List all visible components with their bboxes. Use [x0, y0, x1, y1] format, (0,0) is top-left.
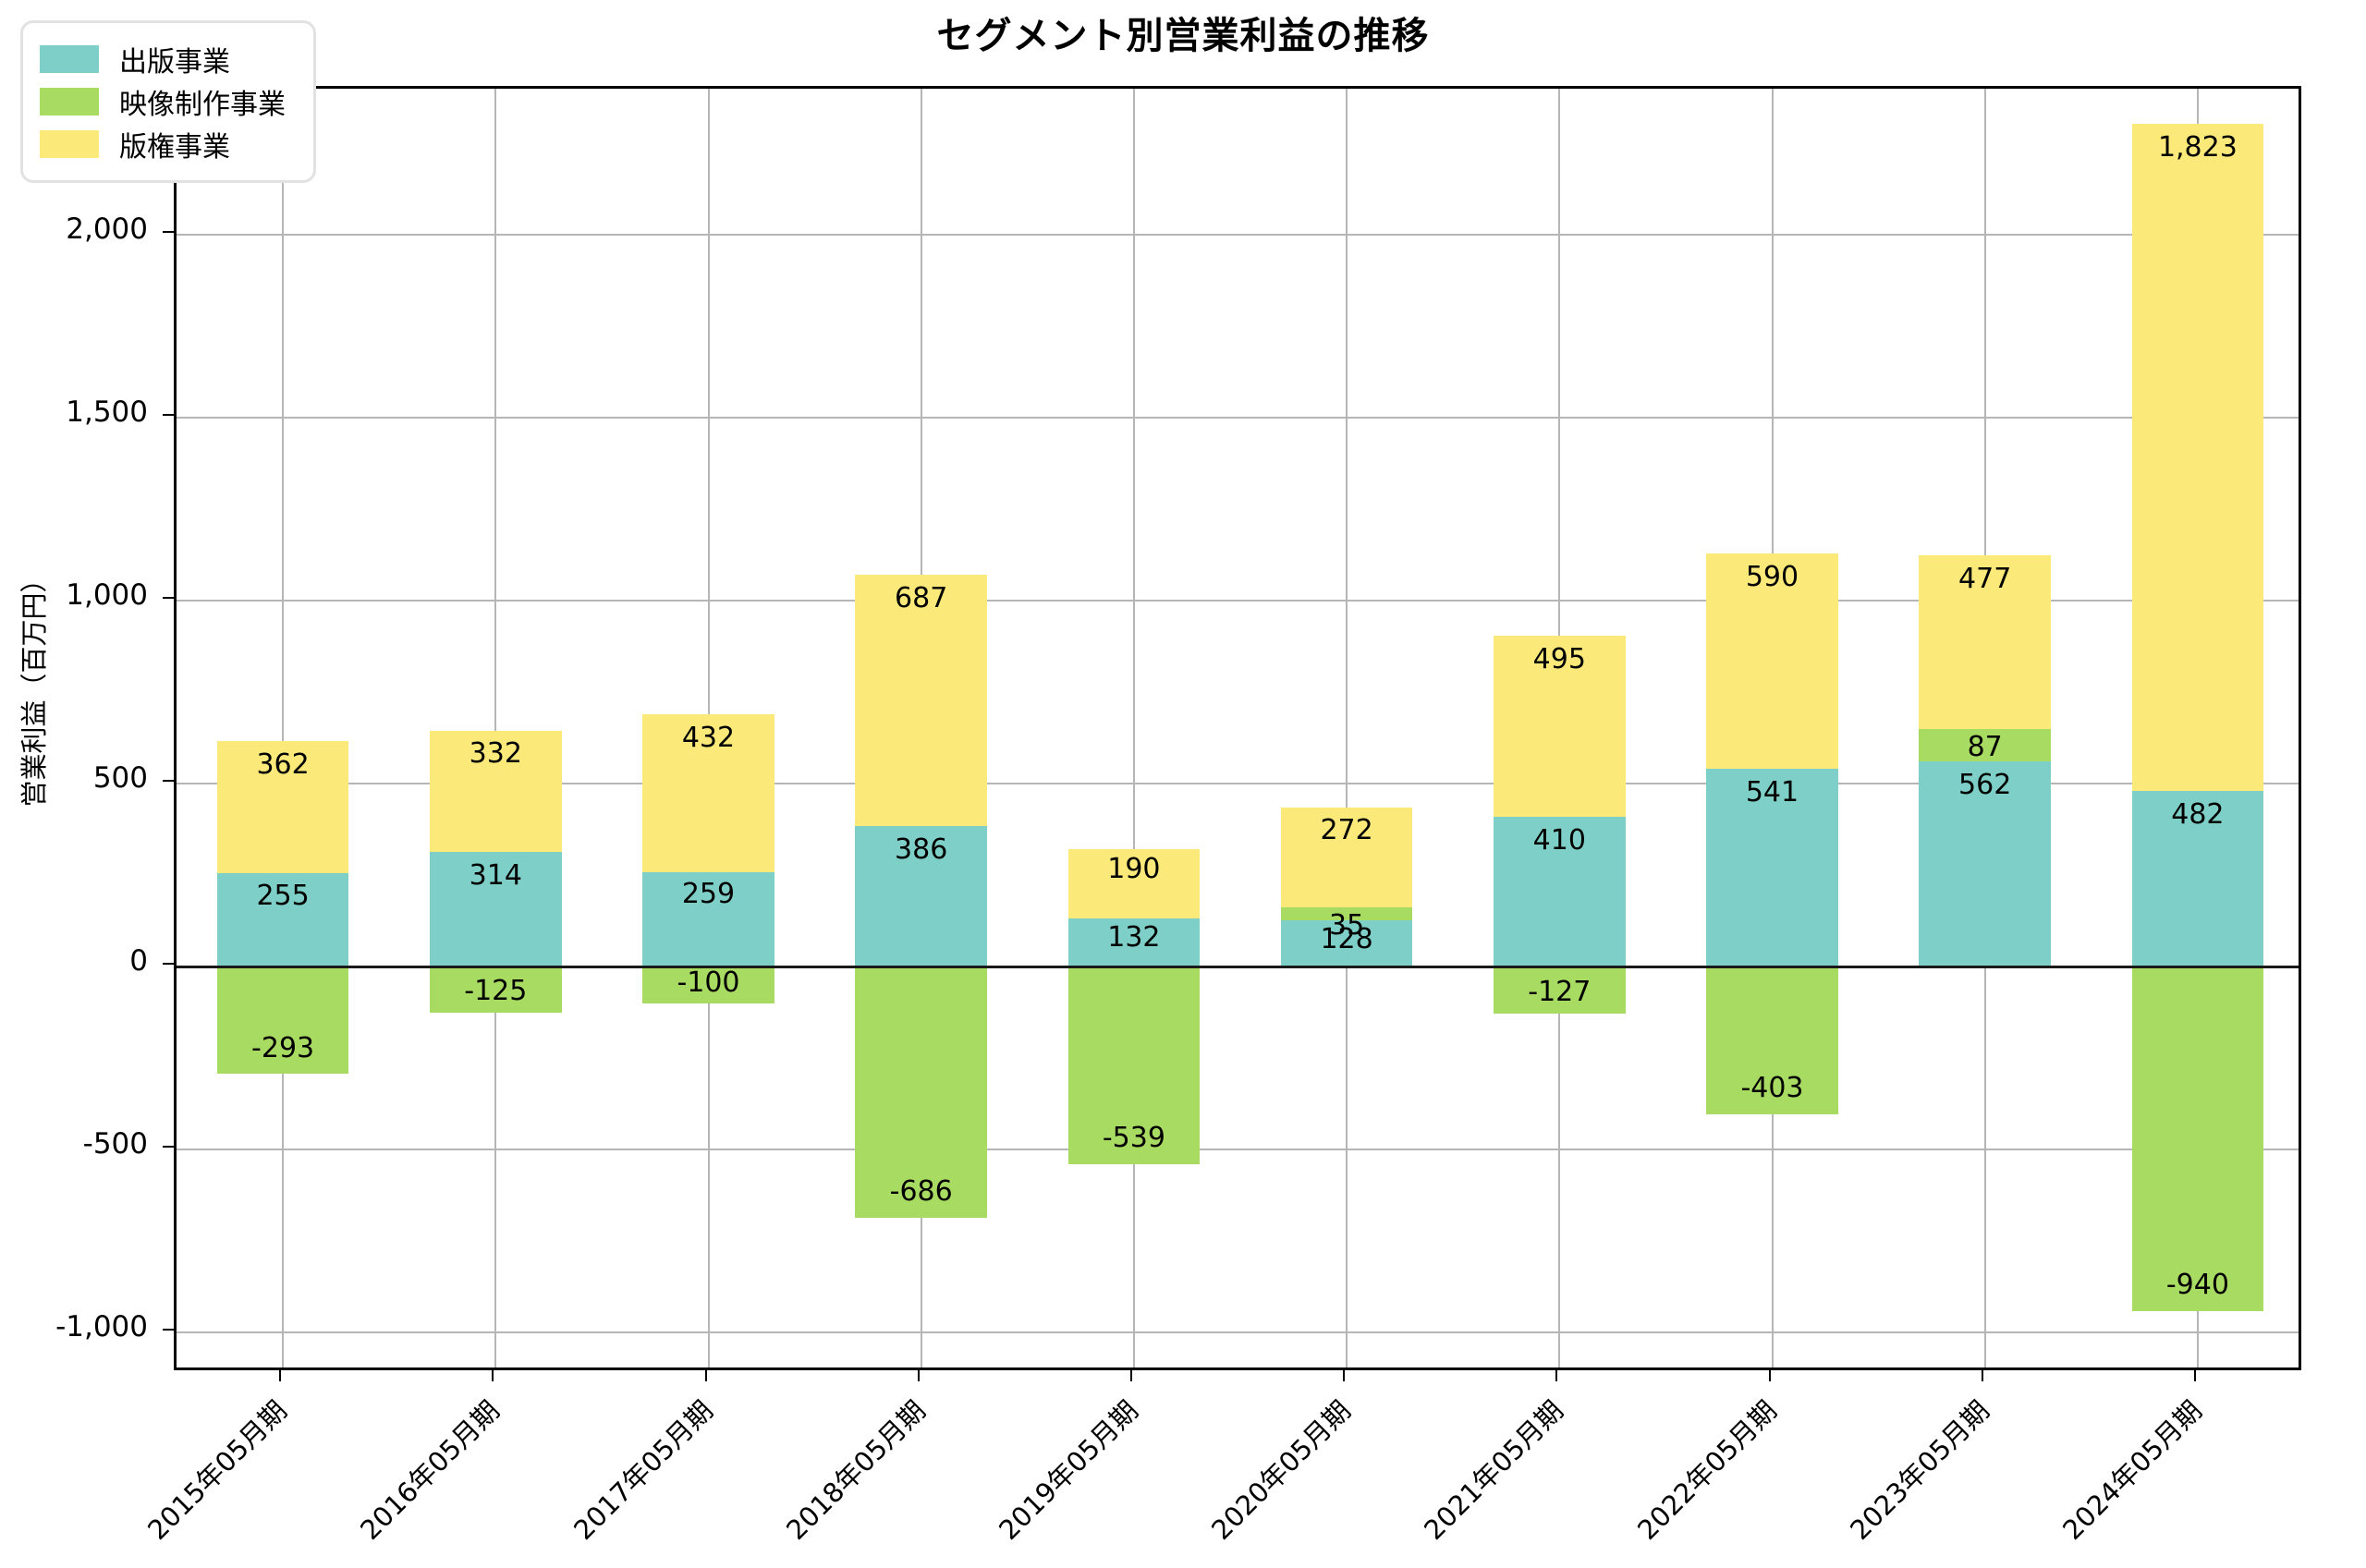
zero-baseline	[177, 966, 2299, 969]
x-axis-tick-label: 2016年05月期	[354, 1394, 506, 1547]
bar-segment[interactable]	[642, 871, 774, 967]
y-axis-tick-mark	[163, 963, 174, 966]
bar-segment[interactable]	[1493, 817, 1626, 967]
bar-segment[interactable]	[855, 825, 988, 967]
y-axis-tick-label: -1,000	[55, 1310, 148, 1344]
gridline-vertical	[1132, 89, 1135, 1367]
x-axis-tick-mark	[1768, 1370, 1771, 1381]
gridline-vertical	[282, 89, 285, 1367]
legend-item-label: 出版事業	[119, 46, 230, 79]
bar-segment[interactable]	[1067, 918, 1201, 967]
x-axis-tick-label: 2024年05月期	[2056, 1394, 2208, 1547]
bar-segment[interactable]	[429, 966, 562, 1013]
legend-color-swatch	[40, 130, 99, 158]
bar-segment[interactable]	[1919, 760, 2052, 967]
y-axis-tick-label: 2,000	[66, 213, 148, 247]
gridline-vertical	[1346, 89, 1348, 1367]
bar-segment[interactable]	[2131, 966, 2264, 1311]
y-axis-tick-mark	[163, 780, 174, 783]
legend-color-swatch	[40, 45, 99, 73]
bar-segment[interactable]	[2131, 123, 2264, 791]
bar-segment[interactable]	[1706, 769, 1838, 967]
x-axis-tick-label: 2019年05月期	[993, 1394, 1144, 1547]
bar-segment[interactable]	[1493, 636, 1626, 818]
gridline-horizontal	[177, 417, 2299, 419]
bar-segment[interactable]	[2131, 790, 2264, 967]
legend-item[interactable]: 映像制作事業	[40, 80, 286, 123]
plot-area: 255 -293 362 314 -125 332 259 -100 432 386 -686 687…	[174, 86, 2301, 1370]
bar-segment[interactable]	[429, 852, 562, 967]
bar-segment[interactable]	[1919, 554, 2052, 730]
gridline-horizontal	[177, 600, 2299, 602]
x-axis-tick-label: 2021年05月期	[1418, 1394, 1570, 1547]
x-axis-tick-label: 2017年05月期	[567, 1394, 719, 1547]
x-axis-tick-mark	[1555, 1370, 1558, 1381]
bar-segment[interactable]	[855, 966, 988, 1219]
y-axis-tick-label: 1,000	[66, 578, 148, 613]
gridline-horizontal	[177, 783, 2299, 785]
y-axis-tick-mark	[163, 1146, 174, 1149]
y-axis-tick-label: -500	[82, 1127, 148, 1161]
bar-segment[interactable]	[1706, 966, 1838, 1114]
y-axis-tick-mark	[163, 1329, 174, 1331]
legend-item[interactable]: 版権事業	[40, 123, 286, 165]
gridline-horizontal	[177, 1149, 2299, 1151]
bar-segment[interactable]	[1493, 966, 1626, 1014]
bar-segment[interactable]	[1280, 919, 1413, 967]
y-axis-tick-mark	[163, 231, 174, 234]
legend-item-label: 映像制作事業	[119, 89, 286, 121]
legend-item-label: 版権事業	[119, 131, 230, 164]
chart-legend: 出版事業映像制作事業 版権事業	[20, 20, 316, 183]
x-axis-tick-mark	[1981, 1370, 1983, 1381]
y-axis-tick-label: 1,500	[66, 395, 148, 430]
y-axis-tick-label: 0	[129, 944, 148, 978]
x-axis-tick-mark	[1343, 1370, 1346, 1381]
x-axis-tick-mark	[704, 1370, 707, 1381]
x-axis-tick-mark	[279, 1370, 282, 1381]
bar-segment[interactable]	[216, 873, 349, 967]
legend-color-swatch	[40, 88, 99, 115]
x-axis-tick-label: 2015年05月期	[141, 1394, 294, 1547]
legend-item[interactable]: 出版事業	[40, 38, 286, 80]
x-axis-tick-label: 2023年05月期	[1843, 1394, 1995, 1547]
bar-segment[interactable]	[216, 741, 349, 874]
page-title: セグメント別営業利益の推移	[936, 15, 1430, 57]
y-axis-tick-label: 500	[92, 761, 148, 796]
bar-segment[interactable]	[642, 966, 774, 1004]
gridline-horizontal	[177, 234, 2299, 237]
y-axis-label: 営業利益（百万円）	[18, 565, 50, 808]
bar-segment[interactable]	[1067, 848, 1201, 919]
bar-segment[interactable]	[642, 713, 774, 872]
gridline-vertical	[494, 89, 497, 1367]
x-axis-tick-label: 2020年05月期	[1205, 1394, 1358, 1547]
gridline-horizontal	[177, 1331, 2299, 1334]
x-axis-tick-label: 2022年05月期	[1630, 1394, 1783, 1547]
bar-segment[interactable]	[1280, 808, 1413, 907]
x-axis-tick-mark	[917, 1370, 920, 1381]
bar-segment[interactable]	[216, 966, 349, 1075]
x-axis-tick-mark	[1129, 1370, 1132, 1381]
bar-segment[interactable]	[429, 730, 562, 853]
bar-segment[interactable]	[1067, 966, 1201, 1164]
x-axis-tick-label: 2018年05月期	[779, 1394, 932, 1547]
y-axis-tick-mark	[163, 414, 174, 417]
bar-segment[interactable]	[1280, 906, 1413, 920]
bar-segment[interactable]	[855, 574, 988, 826]
y-axis-tick-mark	[163, 597, 174, 600]
bar-segment[interactable]	[1706, 553, 1838, 770]
bar-segment[interactable]	[1919, 729, 2052, 761]
x-axis-tick-mark	[492, 1370, 494, 1381]
x-axis-tick-mark	[2193, 1370, 2196, 1381]
